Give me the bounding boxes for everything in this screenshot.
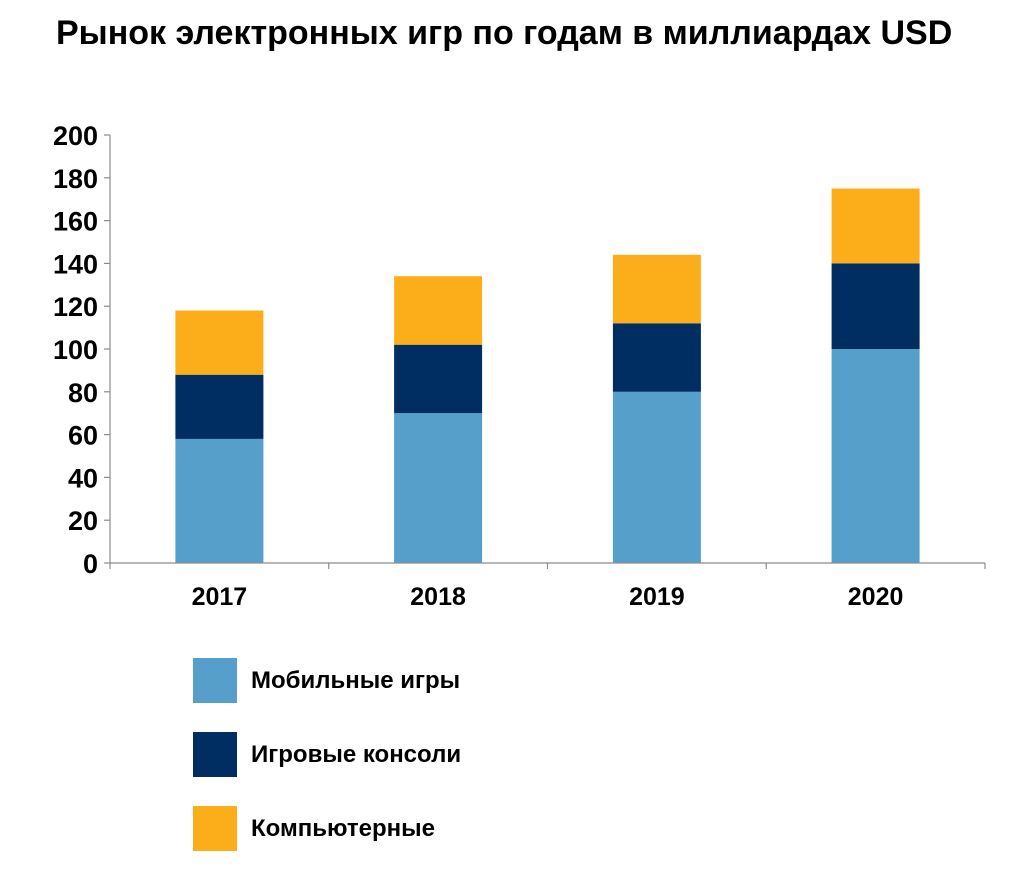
bar-2019-series-1 [612,323,701,392]
y-tick-label: 140 [53,249,98,279]
bar-2018-series-1 [394,344,483,414]
bar-2020-series-0 [831,349,920,563]
legend-item-consoles[interactable]: Игровые консоли [193,732,461,777]
bar-2018-series-0 [394,413,483,563]
bar-2017-series-1 [175,374,264,439]
legend-swatch-mobile [193,658,237,703]
x-tick-label: 2020 [848,583,904,611]
y-tick-label: 120 [53,292,98,322]
bar-2020-series-1 [831,263,920,349]
legend-label-pc: Компьютерные [251,814,435,842]
y-tick-label: 0 [83,549,98,579]
bar-2017-series-0 [175,438,264,563]
labels-layer: 2017 2018 2019 2020 0 20 40 60 80 100 120 140 160 180… [53,121,903,611]
bars-layer [175,188,920,563]
y-tick-label: 180 [53,164,98,194]
legend-label-consoles: Игровые консоли [251,740,462,768]
legend-label-mobile: Мобильные игры [251,666,461,694]
legend-item-pc[interactable]: Компьютерные [193,806,461,851]
y-tick-label: 100 [53,335,98,365]
x-tick-label: 2018 [410,583,466,611]
y-tick-label: 80 [68,378,98,408]
x-tick-label: 2019 [629,583,685,611]
x-tick-label: 2017 [192,583,248,611]
legend-item-mobile[interactable]: Мобильные игры [193,658,461,703]
bar-2019-series-0 [612,391,701,563]
axes-layer [104,134,986,569]
bar-2018-series-2 [394,276,483,345]
y-tick-label: 200 [53,121,98,151]
y-tick-label: 60 [68,421,98,451]
legend: Мобильные игры Игровые консоли Компьютер… [193,658,461,851]
y-tick-label: 40 [68,463,98,493]
y-tick-label: 160 [53,207,98,237]
bar-2020-series-2 [831,188,920,264]
legend-swatch-consoles [193,732,237,777]
bar-2017-series-2 [175,310,264,375]
stacked-bar-chart: 2017 2018 2019 2020 0 20 40 60 80 100 120 140 160 180… [53,121,986,611]
bar-2019-series-2 [612,254,701,324]
legend-swatch-pc [193,806,237,851]
chart-title: Рынок электронных игр по годам в миллиар… [56,14,953,52]
y-tick-label: 20 [68,506,98,536]
